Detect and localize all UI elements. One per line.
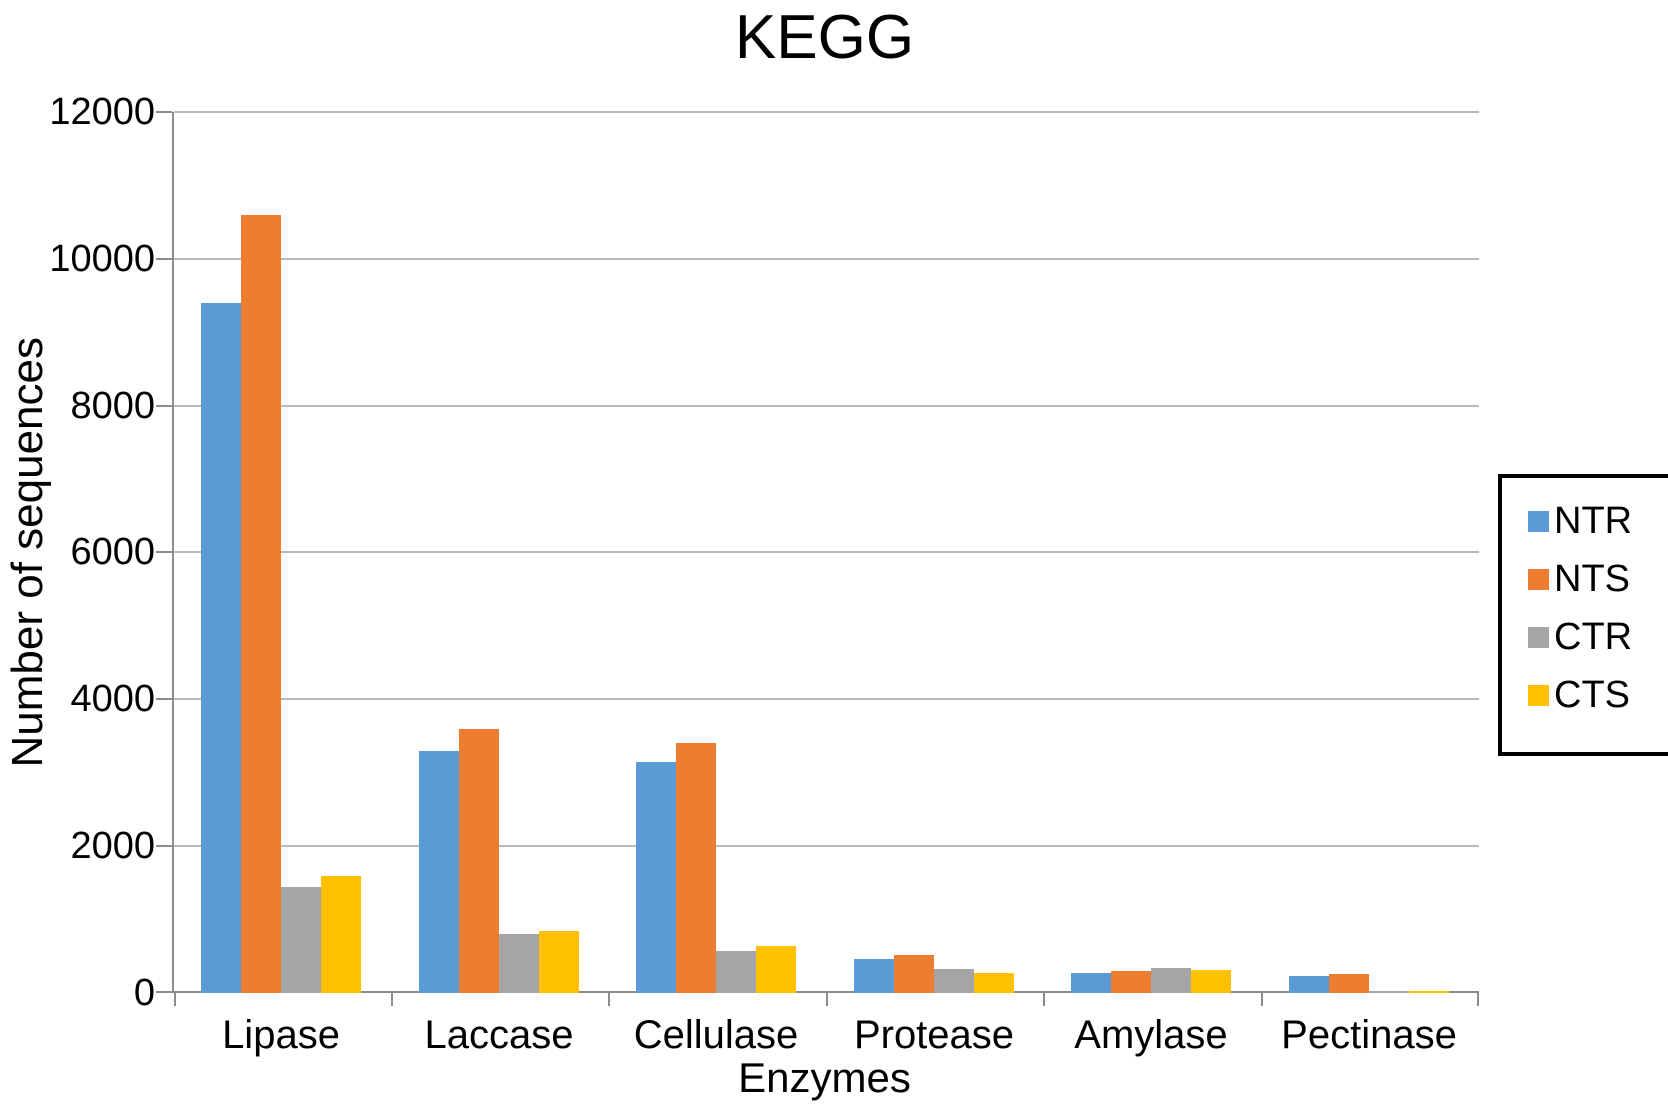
y-tick-mark-12000 bbox=[156, 111, 172, 113]
x-tick-mark-2 bbox=[608, 993, 610, 1006]
legend-item-nts: NTS bbox=[1528, 550, 1668, 608]
y-tick-label-4000: 4000 bbox=[70, 678, 155, 720]
bar-cts-cellulase bbox=[756, 946, 796, 993]
legend: NTR NTS CTR CTS bbox=[1498, 474, 1668, 756]
y-tick-label-2000: 2000 bbox=[70, 825, 155, 867]
y-tick-mark-10000 bbox=[156, 258, 172, 260]
gridline-8000 bbox=[174, 405, 1479, 407]
y-tick-label-0: 0 bbox=[133, 972, 155, 1014]
bar-ctr-protease bbox=[934, 969, 974, 993]
x-category-label-laccase: Laccase bbox=[424, 1013, 574, 1057]
y-tick-mark-4000 bbox=[156, 698, 172, 700]
bar-nts-laccase bbox=[459, 729, 499, 993]
bar-nts-pectinase bbox=[1329, 974, 1369, 993]
bar-ctr-pectinase bbox=[1369, 991, 1409, 993]
gridline-10000 bbox=[174, 258, 1479, 260]
legend-swatch-nts-icon bbox=[1528, 568, 1549, 590]
gridline-6000 bbox=[174, 551, 1479, 553]
bar-ctr-amylase bbox=[1151, 968, 1191, 993]
x-tick-mark-6 bbox=[1477, 993, 1479, 1006]
y-tick-label-6000: 6000 bbox=[70, 531, 155, 573]
bar-nts-lipase bbox=[241, 215, 281, 993]
bar-cts-lipase bbox=[321, 876, 361, 993]
x-category-label-pectinase: Pectinase bbox=[1281, 1013, 1457, 1057]
legend-item-ctr: CTR bbox=[1528, 608, 1668, 666]
bar-cts-pectinase bbox=[1409, 991, 1449, 993]
x-category-label-protease: Protease bbox=[853, 1013, 1015, 1057]
x-axis-line bbox=[172, 991, 1479, 993]
y-tick-mark-6000 bbox=[156, 551, 172, 553]
legend-swatch-ctr-icon bbox=[1528, 626, 1549, 648]
bar-ntr-lipase bbox=[201, 303, 241, 993]
bar-cts-laccase bbox=[539, 931, 579, 993]
x-tick-mark-3 bbox=[826, 993, 828, 1006]
gridline-2000 bbox=[174, 845, 1479, 847]
chart-title: KEGG bbox=[734, 3, 915, 72]
x-tick-mark-0 bbox=[174, 993, 176, 1006]
bar-ntr-laccase bbox=[419, 751, 459, 993]
y-tick-mark-8000 bbox=[156, 405, 172, 407]
legend-item-ntr: NTR bbox=[1528, 492, 1668, 550]
legend-item-cts: CTS bbox=[1528, 666, 1668, 724]
gridline-4000 bbox=[174, 698, 1479, 700]
legend-label-ntr: NTR bbox=[1554, 499, 1633, 542]
y-tick-label-10000: 10000 bbox=[49, 238, 155, 280]
legend-label-cts: CTS bbox=[1554, 673, 1630, 716]
x-axis-title: Enzymes bbox=[738, 1054, 911, 1101]
bar-nts-cellulase bbox=[676, 743, 716, 993]
legend-label-ctr: CTR bbox=[1554, 615, 1633, 658]
bar-cts-amylase bbox=[1191, 970, 1231, 993]
legend-label-nts: NTS bbox=[1554, 557, 1630, 600]
y-tick-mark-0 bbox=[156, 991, 172, 993]
bar-ctr-lipase bbox=[281, 887, 321, 993]
legend-swatch-cts-icon bbox=[1528, 684, 1549, 706]
y-tick-label-12000: 12000 bbox=[49, 91, 155, 133]
bar-ctr-laccase bbox=[499, 934, 539, 993]
legend-swatch-ntr-icon bbox=[1528, 510, 1549, 532]
bar-ntr-cellulase bbox=[636, 762, 676, 993]
bar-ntr-pectinase bbox=[1289, 976, 1329, 993]
bar-cts-protease bbox=[974, 973, 1014, 993]
y-tick-label-8000: 8000 bbox=[70, 385, 155, 427]
x-tick-mark-4 bbox=[1043, 993, 1045, 1006]
bar-ntr-protease bbox=[854, 959, 894, 993]
plot-area bbox=[156, 111, 1479, 1006]
y-tick-mark-2000 bbox=[156, 845, 172, 847]
gridline-12000 bbox=[174, 111, 1479, 113]
x-category-label-amylase: Amylase bbox=[1074, 1013, 1228, 1057]
x-category-label-cellulase: Cellulase bbox=[633, 1013, 799, 1057]
x-category-label-lipase: Lipase bbox=[222, 1013, 340, 1057]
bar-ctr-cellulase bbox=[716, 951, 756, 993]
bar-nts-protease bbox=[894, 955, 934, 993]
bar-ntr-amylase bbox=[1071, 973, 1111, 993]
x-tick-mark-5 bbox=[1261, 993, 1263, 1006]
bar-nts-amylase bbox=[1111, 971, 1151, 993]
x-tick-mark-1 bbox=[391, 993, 393, 1006]
